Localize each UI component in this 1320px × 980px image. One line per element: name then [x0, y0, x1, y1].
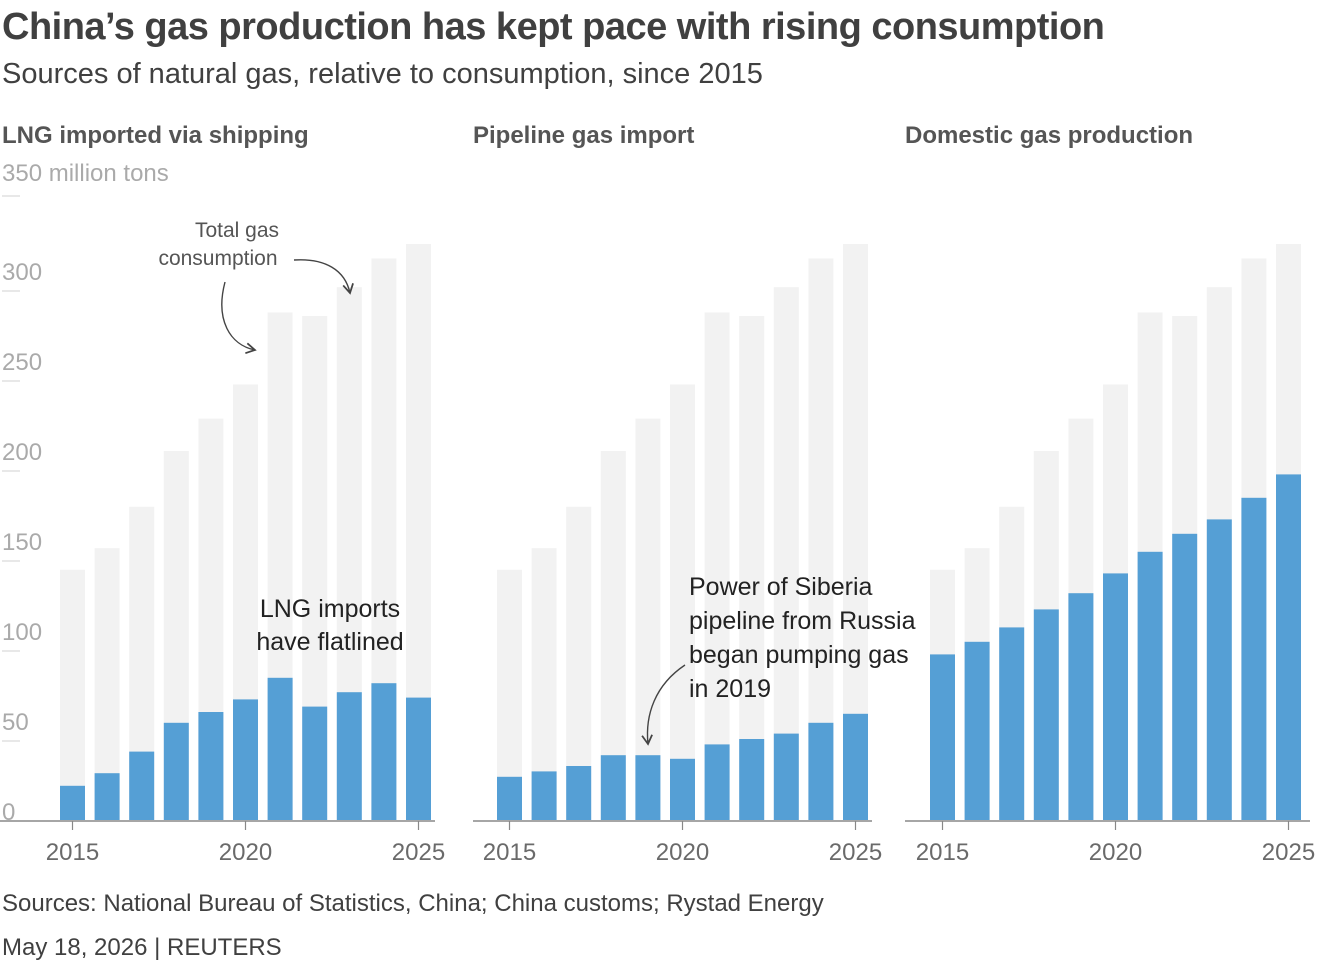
source-bar: [670, 758, 695, 820]
source-bar: [371, 683, 397, 820]
source-bar: [497, 776, 522, 820]
y-tick-label: 200: [2, 439, 42, 466]
annotation-power-of-siberia: began pumping gas: [689, 641, 909, 669]
consumption-bar: [670, 384, 695, 820]
annotation-arrow: [293, 259, 354, 295]
y-tick-label: 300: [2, 259, 42, 286]
source-bar: [531, 771, 557, 820]
annotation-power-of-siberia: in 2019: [689, 675, 771, 703]
consumption-bar: [739, 316, 765, 820]
source-bar: [1206, 519, 1232, 820]
consumption-bar: [704, 312, 730, 820]
dateline: May 18, 2026 | REUTERS: [2, 934, 282, 961]
source-bar: [773, 733, 799, 820]
source-bar: [302, 706, 328, 820]
annotation-lng: LNG imports: [260, 595, 400, 623]
source-bar: [60, 785, 85, 820]
panel-title: LNG imported via shipping: [2, 122, 309, 149]
consumption-bar: [635, 418, 661, 820]
source-bar: [1103, 573, 1128, 820]
x-tick-label: 2025: [1262, 839, 1315, 866]
consumption-bar: [60, 569, 85, 820]
y-tick-label: 150: [2, 529, 42, 556]
x-tick-label: 2025: [392, 839, 445, 866]
y-tick-label: 0: [2, 799, 15, 826]
x-tick-label: 2020: [1089, 839, 1142, 866]
y-tick-label: 50: [2, 709, 29, 736]
x-tick-label: 2020: [219, 839, 272, 866]
x-tick-label: 2025: [829, 839, 882, 866]
x-tick-label: 2015: [916, 839, 969, 866]
source-bar: [600, 755, 626, 820]
source-bar: [964, 641, 990, 820]
source-bar: [406, 697, 431, 820]
consumption-bar: [773, 287, 799, 820]
source-bar: [843, 713, 868, 820]
source-bar: [1068, 593, 1094, 820]
source-bar: [267, 677, 293, 820]
source-note: Sources: National Bureau of Statistics, …: [2, 890, 824, 917]
y-tick-label: 250: [2, 349, 42, 376]
annotation-lng: have flatlined: [256, 628, 403, 656]
source-bar: [704, 744, 730, 820]
annotation-power-of-siberia: pipeline from Russia: [689, 607, 916, 635]
source-bar: [1276, 474, 1301, 820]
source-bar: [1172, 533, 1198, 820]
y-tick-label: 100: [2, 619, 42, 646]
x-tick-label: 2020: [656, 839, 709, 866]
annotation-total-consumption: consumption: [158, 247, 277, 270]
annotation-arrow: [221, 281, 257, 355]
source-bar: [739, 739, 765, 820]
source-bar: [129, 751, 155, 820]
annotation-arrow: [641, 664, 686, 746]
annotation-total-consumption: Total gas: [195, 219, 279, 242]
chart-subtitle: Sources of natural gas, relative to cons…: [2, 58, 763, 90]
x-tick-label: 2015: [483, 839, 536, 866]
source-bar: [1241, 497, 1267, 820]
chart-title: China’s gas production has kept pace wit…: [2, 6, 1105, 48]
y-axis-unit-label: 350 million tons: [2, 160, 169, 187]
source-bar: [1137, 551, 1163, 820]
source-bar: [808, 722, 834, 820]
source-bar: [566, 766, 592, 820]
source-bar: [233, 699, 258, 820]
source-bar: [930, 654, 955, 820]
source-bar: [635, 755, 661, 820]
source-bar: [94, 773, 120, 820]
source-bar: [1033, 609, 1059, 820]
x-tick-label: 2015: [46, 839, 99, 866]
source-bar: [999, 627, 1025, 820]
panel-title: Pipeline gas import: [473, 122, 694, 149]
annotation-power-of-siberia: Power of Siberia: [689, 573, 873, 601]
panel-title: Domestic gas production: [905, 122, 1193, 149]
source-bar: [163, 722, 189, 820]
chart-area: 350 million tons 300 250 200 150 100 50 0 LNG im…: [0, 122, 1315, 866]
source-bar: [198, 712, 224, 820]
source-bar: [336, 692, 362, 820]
